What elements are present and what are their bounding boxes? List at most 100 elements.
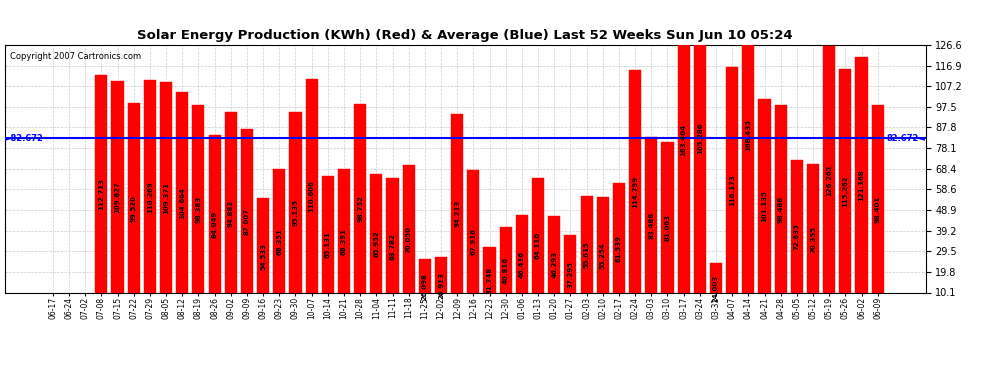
Bar	[435, 257, 447, 314]
Bar	[144, 80, 156, 314]
Text: 163.404: 163.404	[681, 124, 687, 156]
Text: 37.295: 37.295	[567, 261, 573, 288]
Text: 65.952: 65.952	[373, 231, 379, 257]
Text: 67.916: 67.916	[470, 228, 476, 255]
Bar	[694, 0, 706, 314]
Bar	[840, 69, 851, 314]
Text: 110.269: 110.269	[147, 181, 152, 213]
Bar	[451, 114, 463, 314]
Text: 64.110: 64.110	[535, 232, 542, 260]
Text: 84.049: 84.049	[212, 211, 218, 238]
Text: 95.135: 95.135	[292, 200, 298, 226]
Text: 63.782: 63.782	[389, 233, 396, 260]
Text: 83.486: 83.486	[648, 212, 654, 239]
Bar	[338, 169, 350, 314]
Text: 40.816: 40.816	[503, 257, 509, 284]
Bar	[532, 178, 544, 314]
Bar	[710, 263, 722, 314]
Bar	[289, 112, 302, 314]
Bar	[645, 136, 657, 314]
Text: 82.672◄: 82.672◄	[887, 134, 926, 143]
Bar	[791, 160, 803, 314]
Text: 104.664: 104.664	[179, 187, 185, 219]
Bar	[871, 105, 884, 314]
Bar	[322, 176, 334, 314]
Text: 165.286: 165.286	[697, 123, 703, 154]
Bar	[823, 46, 836, 314]
Text: 26.913: 26.913	[438, 272, 445, 299]
Text: 115.262: 115.262	[842, 176, 848, 207]
Bar	[855, 57, 867, 314]
Bar	[370, 174, 382, 314]
Bar	[564, 235, 576, 314]
Bar	[112, 81, 124, 314]
Bar	[95, 75, 108, 314]
Text: 72.635: 72.635	[794, 224, 800, 250]
Text: 116.173: 116.173	[730, 175, 736, 207]
Text: 26.098: 26.098	[422, 273, 428, 300]
Text: 99.520: 99.520	[131, 195, 137, 222]
Text: 31.748: 31.748	[486, 267, 493, 294]
Text: 81.063: 81.063	[664, 214, 670, 242]
Text: 46.416: 46.416	[519, 251, 525, 278]
Bar	[629, 70, 642, 314]
Bar	[742, 0, 754, 314]
Text: 98.383: 98.383	[195, 196, 201, 223]
Text: ►82.672: ►82.672	[5, 134, 44, 143]
Text: 126.262: 126.262	[827, 164, 833, 195]
Text: 121.168: 121.168	[858, 170, 864, 201]
Text: 110.606: 110.606	[309, 181, 315, 212]
Bar	[403, 165, 415, 314]
Bar	[483, 246, 496, 314]
Text: 112.713: 112.713	[98, 178, 104, 210]
Bar	[758, 99, 770, 314]
Bar	[500, 227, 512, 314]
Text: 55.615: 55.615	[583, 242, 590, 268]
Bar	[241, 129, 253, 314]
Text: 94.213: 94.213	[454, 200, 460, 228]
Text: 54.533: 54.533	[260, 243, 266, 270]
Bar	[807, 165, 819, 314]
Bar	[192, 105, 205, 314]
Text: 168.435: 168.435	[745, 119, 751, 151]
Bar	[257, 198, 269, 314]
Text: 98.486: 98.486	[778, 196, 784, 223]
Bar	[419, 258, 431, 314]
Bar	[613, 183, 625, 314]
Bar	[467, 170, 479, 314]
Bar	[661, 142, 673, 314]
Bar	[225, 112, 237, 314]
Bar	[209, 135, 221, 314]
Bar	[580, 196, 593, 314]
Bar	[726, 67, 739, 314]
Bar	[548, 216, 560, 314]
Text: 114.799: 114.799	[633, 176, 639, 208]
Text: 68.351: 68.351	[276, 228, 282, 255]
Text: 65.131: 65.131	[325, 231, 331, 258]
Title: Solar Energy Production (KWh) (Red) & Average (Blue) Last 52 Weeks Sun Jun 10 05: Solar Energy Production (KWh) (Red) & Av…	[138, 30, 793, 42]
Text: 70.050: 70.050	[406, 226, 412, 253]
Text: 109.371: 109.371	[163, 182, 169, 214]
Text: 101.135: 101.135	[761, 190, 767, 222]
Bar	[128, 102, 140, 314]
Bar	[677, 0, 690, 314]
Text: 70.355: 70.355	[810, 226, 816, 253]
Text: 98.752: 98.752	[357, 196, 363, 222]
Text: 109.627: 109.627	[115, 182, 121, 213]
Bar	[516, 215, 528, 314]
Text: 46.293: 46.293	[551, 251, 557, 278]
Text: 94.882: 94.882	[228, 200, 234, 227]
Text: Copyright 2007 Cartronics.com: Copyright 2007 Cartronics.com	[10, 53, 141, 62]
Text: 87.007: 87.007	[244, 208, 249, 235]
Bar	[354, 104, 366, 314]
Bar	[386, 178, 399, 314]
Text: 55.254: 55.254	[600, 242, 606, 268]
Bar	[176, 92, 188, 314]
Text: 24.003: 24.003	[713, 275, 719, 302]
Bar	[774, 105, 787, 314]
Text: 68.391: 68.391	[341, 228, 347, 255]
Text: 61.539: 61.539	[616, 235, 622, 262]
Bar	[597, 196, 609, 314]
Bar	[306, 79, 318, 314]
Bar	[160, 82, 172, 314]
